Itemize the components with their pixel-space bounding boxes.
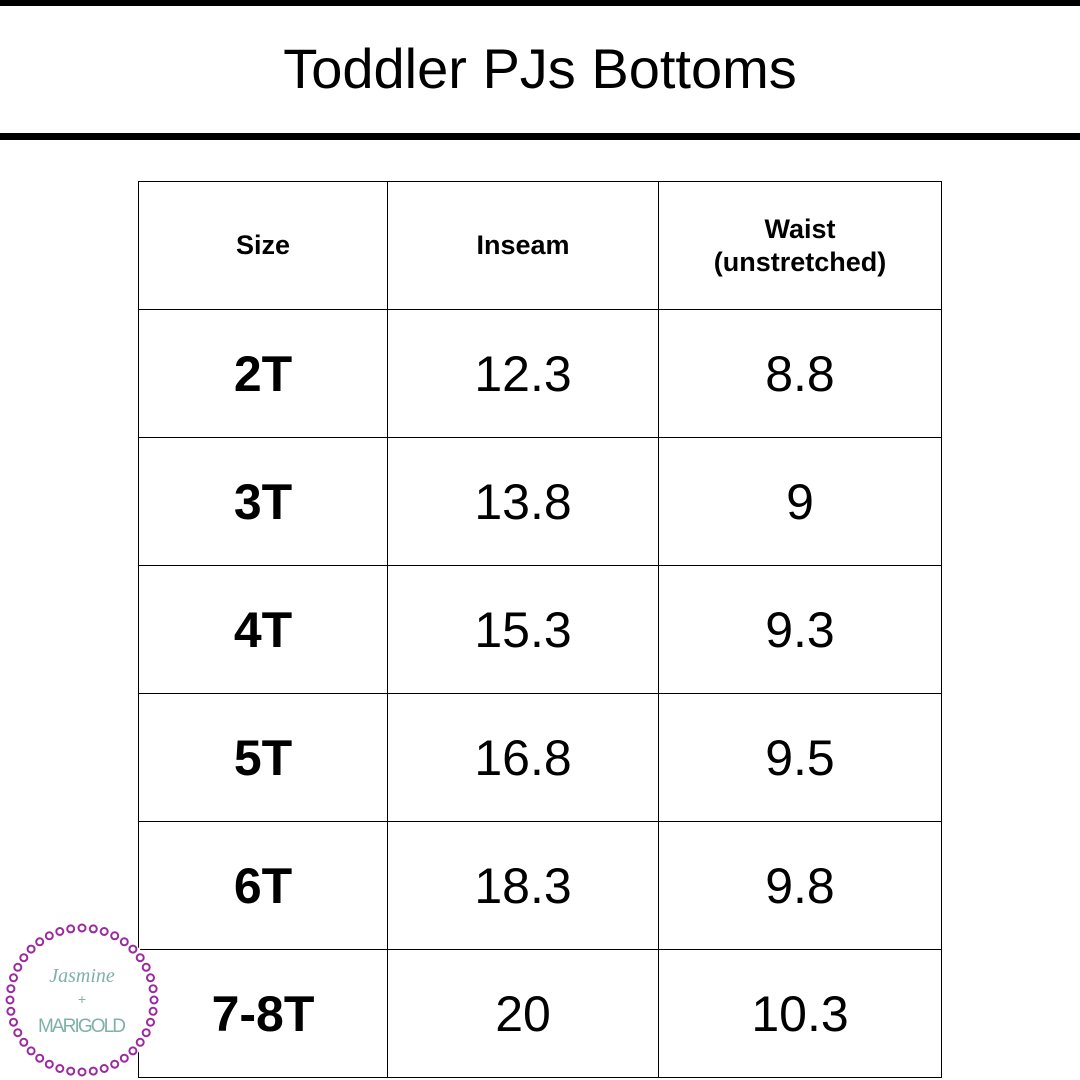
heart-icon bbox=[88, 1066, 98, 1076]
table-row: 6T 18.3 9.8 bbox=[138, 821, 942, 950]
heart-icon bbox=[119, 937, 129, 947]
cell-size: 4T bbox=[138, 565, 388, 694]
cell-inseam: 16.8 bbox=[387, 693, 659, 822]
jasmine-marigold-logo: Jasmine + MARIGOLD bbox=[5, 923, 159, 1077]
heart-icon bbox=[26, 1046, 36, 1056]
heart-icon bbox=[141, 962, 151, 972]
heart-icon bbox=[35, 1053, 45, 1063]
svg-text:MARIGOLD: MARIGOLD bbox=[38, 1016, 126, 1037]
heart-icon bbox=[141, 1028, 151, 1038]
heart-icon bbox=[110, 1059, 120, 1069]
heart-icon bbox=[99, 927, 109, 936]
heart-icon bbox=[19, 1037, 29, 1047]
heart-icon bbox=[146, 1017, 155, 1027]
table-row: 5T 16.8 9.5 bbox=[138, 693, 942, 822]
title-rule bbox=[0, 133, 1080, 140]
heart-icon bbox=[13, 1028, 23, 1038]
cell-size: 2T bbox=[138, 309, 388, 438]
heart-icon bbox=[6, 1006, 16, 1016]
cell-size: 7-8T bbox=[138, 949, 388, 1078]
cell-waist: 8.8 bbox=[658, 309, 942, 438]
top-rule bbox=[0, 0, 1080, 6]
heart-icon bbox=[88, 924, 98, 934]
heart-icon bbox=[119, 1053, 129, 1063]
heart-icon bbox=[19, 953, 29, 963]
cell-size: 5T bbox=[138, 693, 388, 822]
cell-inseam: 12.3 bbox=[387, 309, 659, 438]
heart-icon bbox=[146, 973, 155, 983]
heart-icon bbox=[128, 1046, 138, 1056]
table-row: 3T 13.8 9 bbox=[138, 437, 942, 566]
heart-icon bbox=[66, 924, 76, 934]
cell-inseam: 13.8 bbox=[387, 437, 659, 566]
svg-text:Jasmine: Jasmine bbox=[49, 965, 115, 987]
heart-icon bbox=[135, 953, 145, 963]
heart-icon bbox=[26, 944, 36, 954]
table-row: 2T 12.3 8.8 bbox=[138, 309, 942, 438]
cell-waist: 9.8 bbox=[658, 821, 942, 950]
cell-waist: 10.3 bbox=[658, 949, 942, 1078]
page-title: Toddler PJs Bottoms bbox=[283, 37, 797, 100]
heart-icon bbox=[77, 1067, 87, 1077]
heart-icon bbox=[44, 931, 54, 941]
heart-icon bbox=[128, 944, 138, 954]
heart-icon bbox=[66, 1066, 76, 1076]
header-row: Size Inseam Waist (unstretched) bbox=[138, 181, 942, 310]
heart-icon bbox=[99, 1064, 109, 1073]
size-chart-table: Size Inseam Waist (unstretched) 2T 12.3 8.… bbox=[138, 181, 942, 1078]
heart-icon bbox=[13, 962, 23, 972]
heart-icon bbox=[6, 984, 16, 994]
header-inseam: Inseam bbox=[387, 181, 659, 310]
header-size: Size bbox=[138, 181, 388, 310]
heart-icon bbox=[148, 984, 158, 994]
cell-waist: 9.3 bbox=[658, 565, 942, 694]
svg-text:+: + bbox=[78, 991, 86, 1007]
heart-icon bbox=[44, 1059, 54, 1069]
cell-inseam: 15.3 bbox=[387, 565, 659, 694]
heart-icon bbox=[55, 1064, 65, 1073]
heart-icon bbox=[77, 923, 87, 933]
heart-icon bbox=[110, 931, 120, 941]
heart-icon bbox=[35, 937, 45, 947]
heart-icon bbox=[55, 927, 65, 936]
heart-icon bbox=[9, 973, 18, 983]
heart-icon bbox=[9, 1017, 18, 1027]
table-row: 7-8T 20 10.3 bbox=[138, 949, 942, 1078]
cell-inseam: 20 bbox=[387, 949, 659, 1078]
heart-icon bbox=[135, 1037, 145, 1047]
heart-icon bbox=[149, 995, 159, 1005]
cell-size: 3T bbox=[138, 437, 388, 566]
cell-waist: 9 bbox=[658, 437, 942, 566]
cell-inseam: 18.3 bbox=[387, 821, 659, 950]
header-waist: Waist (unstretched) bbox=[658, 181, 942, 310]
heart-icon bbox=[5, 995, 15, 1005]
cell-size: 6T bbox=[138, 821, 388, 950]
cell-waist: 9.5 bbox=[658, 693, 942, 822]
heart-icon bbox=[148, 1006, 158, 1016]
table-row: 4T 15.3 9.3 bbox=[138, 565, 942, 694]
